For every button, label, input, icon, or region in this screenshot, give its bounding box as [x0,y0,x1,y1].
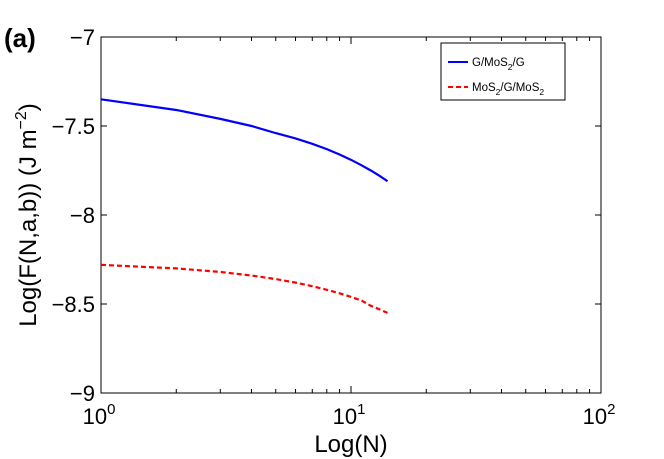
legend-box [440,42,566,101]
y-tick-label: −7.5 [52,114,95,139]
legend-label-g-mos2-g: G/MoS2/G [472,57,525,72]
series-lines [100,98,389,314]
x-tick-label: 101 [333,401,366,429]
legend-0-part-1: 2 [508,62,513,72]
legend-label-mos2-g-mos2: MoS2/G/MoS2 [472,82,544,97]
y-axis-label-exp: −2 [13,111,30,129]
y-tick-label: −7 [70,25,95,50]
legend-1-part-0: MoS [472,82,496,94]
x-axis-label: Log(N) [314,431,387,458]
x-tick-label: 100 [83,401,116,429]
legend-1-part-3: 2 [539,87,544,97]
legend-1-part-2: /G/MoS [500,82,539,94]
y-tick-label: −8.5 [52,292,95,317]
y-tick-label: −8 [70,203,95,228]
y-axis-label: Log(F(N,a,b)) (J m−2) [13,103,42,327]
series-line-mos2-g-mos2 [100,263,388,314]
y-axis-label-main: Log(F(N,a,b)) (J m [15,129,42,326]
legend: G/MoS2/G MoS2/G/MoS2 [440,42,566,101]
legend-0-part-2: /G [513,57,525,69]
panel-label: (a) [4,23,36,53]
x-tick-label: 102 [583,401,616,429]
legend-0-part-0: G/MoS [472,57,508,69]
y-axis-label-close: ) [15,103,42,111]
legend-1-part-1: 2 [496,87,501,97]
series-line-g-mos2-g [100,98,389,183]
y-tick-label: −9 [70,381,95,406]
